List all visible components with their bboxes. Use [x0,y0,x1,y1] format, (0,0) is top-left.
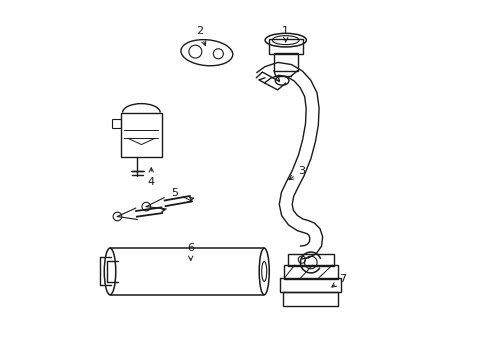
Text: 4: 4 [147,168,155,187]
Text: 5: 5 [171,188,192,202]
Ellipse shape [104,248,116,295]
Text: 3: 3 [288,166,305,180]
Text: 7: 7 [331,274,346,287]
Text: 1: 1 [282,26,288,42]
Ellipse shape [259,248,269,295]
Text: 2: 2 [196,26,205,45]
Text: 6: 6 [187,243,194,260]
